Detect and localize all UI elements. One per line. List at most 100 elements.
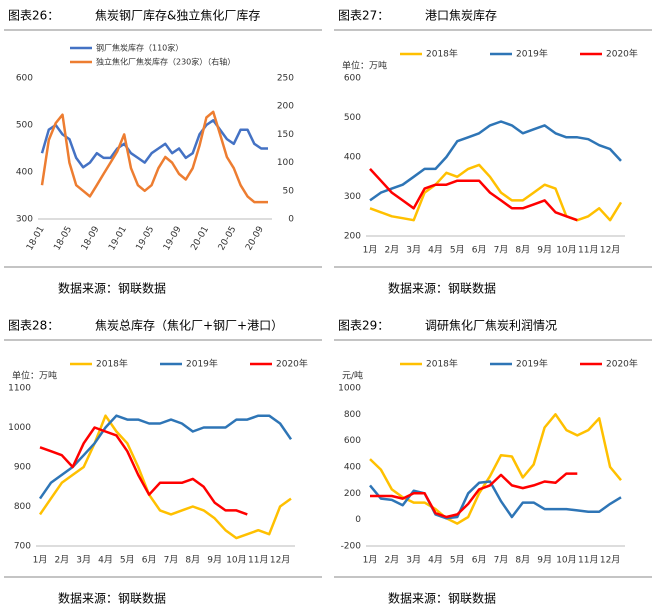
x-tick-label: 8月 (515, 555, 530, 566)
x-tick-label: 2月 (54, 555, 69, 566)
chart-title: 焦炭总库存（焦化厂+钢厂+港口） (95, 318, 283, 333)
chart-title: 港口焦炭库存 (425, 8, 497, 23)
legend-label: 钢厂焦炭库存（110家） (96, 43, 183, 53)
x-tick-label: 1月 (363, 555, 378, 566)
y-tick-label: 600 (344, 74, 361, 84)
figure-label: 图表26： (8, 9, 59, 23)
x-tick-label: 19-01 (107, 225, 129, 253)
x-tick-label: 3月 (76, 555, 91, 566)
x-tick-label: 5月 (450, 555, 465, 566)
series-line (369, 413, 622, 525)
unit-label: 单位：万吨 (342, 60, 387, 72)
y2-tick-label: 200 (277, 102, 294, 112)
x-tick-label: 11月 (578, 245, 598, 256)
legend-label: 2020年 (606, 358, 638, 370)
y2-tick-label: 100 (277, 158, 294, 168)
x-tick-label: 3月 (406, 555, 421, 566)
x-tick-label: 8月 (185, 555, 200, 566)
y-tick-label: 600 (344, 436, 361, 446)
y-tick-label: 400 (344, 153, 361, 163)
y2-tick-label: 150 (277, 130, 294, 140)
y-tick-label: 800 (14, 502, 31, 512)
legend-label: 2018年 (426, 48, 458, 60)
x-tick-label: 6月 (472, 555, 487, 566)
legend-label: 独立焦化厂焦炭库存（230家）（右轴） (96, 57, 235, 67)
x-tick-label: 11月 (578, 555, 598, 566)
x-tick-label: 4月 (428, 555, 443, 566)
x-tick-label: 5月 (450, 245, 465, 256)
y-tick-label: 900 (14, 463, 31, 473)
y-tick-label: 500 (344, 113, 361, 123)
x-tick-label: 9月 (207, 555, 222, 566)
y-tick-label: 200 (344, 489, 361, 499)
chart-title: 焦炭钢厂库存&独立焦化厂库存 (95, 8, 260, 23)
y2-tick-label: 50 (283, 186, 295, 196)
x-tick-label: 1月 (363, 245, 378, 256)
source-note: 数据来源：钢联数据 (58, 591, 166, 606)
legend-label: 2020年 (606, 48, 638, 60)
x-tick-label: 6月 (472, 245, 487, 256)
x-tick-label: 18-05 (52, 225, 74, 253)
x-tick-label: 3月 (406, 245, 421, 256)
y-tick-label: 1100 (8, 384, 31, 394)
y-tick-label: 1000 (338, 384, 361, 394)
x-tick-label: 18-09 (80, 225, 102, 253)
x-tick-label: 9月 (537, 555, 552, 566)
y-tick-label: 300 (16, 215, 33, 225)
x-tick-label: 1月 (33, 555, 48, 566)
y2-tick-label: 0 (288, 215, 294, 225)
series-line (369, 163, 623, 222)
series-line (40, 110, 268, 204)
y-tick-label: 800 (344, 410, 361, 420)
x-tick-label: 12月 (600, 555, 620, 566)
y-tick-label: 600 (16, 74, 33, 84)
y-tick-label: -200 (341, 542, 362, 552)
x-tick-label: 8月 (515, 245, 530, 256)
figure-label: 图表27： (338, 9, 389, 23)
y-tick-label: 500 (16, 121, 33, 131)
series-line (369, 168, 578, 222)
chart-panel: 图表26： 焦炭钢厂库存&独立焦化厂库存数据来源：钢联数据300400500600… (4, 8, 322, 296)
series-line (39, 426, 248, 516)
source-note: 数据来源：钢联数据 (388, 281, 496, 296)
x-tick-label: 19-05 (135, 225, 157, 253)
x-tick-label: 19-09 (162, 225, 184, 253)
x-tick-label: 7月 (494, 555, 509, 566)
series-line (38, 414, 292, 540)
legend-label: 2019年 (516, 48, 548, 60)
x-tick-label: 2月 (384, 555, 399, 566)
x-tick-label: 11月 (248, 555, 268, 566)
x-tick-label: 4月 (428, 245, 443, 256)
x-tick-label: 10月 (556, 555, 576, 566)
series-line (40, 119, 268, 169)
series-line (369, 480, 622, 520)
source-note: 数据来源：钢联数据 (388, 591, 496, 606)
series-line (38, 414, 293, 500)
x-tick-label: 12月 (270, 555, 290, 566)
chart-panel: 图表28： 焦炭总库存（焦化厂+钢厂+港口） 数据来源：钢联数据 700 800 900 1… (4, 318, 322, 606)
unit-label: 元/吨 (342, 370, 363, 382)
unit-label: 单位：万吨 (12, 370, 57, 382)
legend-label: 2019年 (186, 358, 218, 370)
figure-label: 图表29： (338, 319, 389, 333)
y-tick-label: 300 (344, 192, 361, 202)
x-tick-label: 9月 (537, 245, 552, 256)
chart-title: 调研焦化厂焦炭利润情况 (425, 319, 557, 333)
x-tick-label: 12月 (600, 245, 620, 256)
x-tick-label: 10月 (226, 555, 246, 566)
source-note: 数据来源：钢联数据 (58, 281, 166, 296)
y-tick-label: 700 (14, 542, 31, 552)
legend-label: 2018年 (426, 358, 458, 370)
y-tick-label: 400 (344, 463, 361, 473)
x-tick-label: 7月 (164, 555, 179, 566)
figure-label: 图表28： (8, 319, 59, 333)
y-tick-label: 400 (16, 168, 33, 178)
x-tick-label: 4月 (98, 555, 113, 566)
y-tick-label: 0 (355, 515, 361, 525)
x-tick-label: 20-09 (244, 225, 266, 253)
x-tick-label: 6月 (142, 555, 157, 566)
x-tick-label: 2月 (384, 245, 399, 256)
x-tick-label: 20-01 (189, 225, 211, 253)
x-tick-label: 7月 (494, 245, 509, 256)
